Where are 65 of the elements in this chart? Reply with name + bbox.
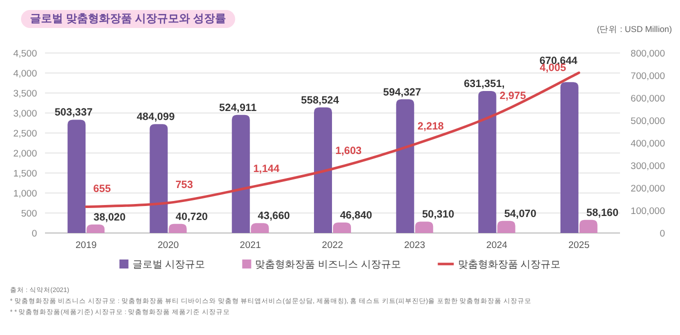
data-label: 58,160 — [586, 206, 619, 219]
data-label: 503,337 — [54, 106, 93, 119]
y2-tick-label: 400,000 — [630, 138, 665, 150]
bar — [232, 114, 250, 233]
y-tick-label: 3,000 — [13, 108, 37, 120]
x-tick-label: 2019 — [76, 240, 97, 251]
y2-tick-label: 200,000 — [630, 184, 665, 194]
data-label: 1,603 — [335, 144, 362, 157]
bar — [250, 223, 269, 233]
y-tick-label: 4,000 — [13, 68, 37, 80]
data-label: 2,218 — [418, 120, 444, 132]
legend-label: 맞춤형화장품 시장규모 — [458, 260, 561, 270]
data-label: 40,720 — [176, 210, 208, 223]
y-tick-label: 3,500 — [13, 88, 37, 100]
x-tick-label: 2022 — [322, 240, 344, 251]
data-label: 38,020 — [94, 211, 126, 224]
y-tick-label: 2,000 — [13, 148, 37, 160]
y2-tick-label: 600,000 — [630, 94, 665, 104]
data-label: 2,975 — [500, 90, 526, 102]
y-tick-label: 0 — [32, 228, 37, 240]
data-label: 484,099 — [136, 111, 175, 124]
bar — [333, 222, 351, 233]
bar — [314, 107, 332, 233]
x-tick-label: 2024 — [486, 240, 508, 251]
data-label: 594,327 — [383, 86, 422, 98]
y2-tick-label: 300,000 — [630, 161, 665, 172]
data-label: 46,840 — [340, 209, 372, 222]
y-tick-label: 500 — [21, 208, 37, 220]
data-label: 558,524 — [301, 94, 340, 106]
data-label: 631,351, — [464, 78, 505, 90]
y2-tick-label: 700,000 — [630, 71, 665, 82]
data-label: 524,911 — [219, 102, 257, 114]
data-label: 54,070 — [504, 208, 536, 220]
y-tick-label: 2,500 — [13, 128, 37, 140]
legend-label: 맞춤형화장품 비즈니스 시장규모 — [255, 260, 401, 270]
data-label: 43,660 — [258, 210, 290, 222]
x-tick-label: 2020 — [158, 240, 179, 251]
text: (단위 : USD Million) — [596, 24, 672, 34]
bar — [579, 220, 598, 233]
chart-title: 글로벌 맞춤형화장품 시장규모와 성장률 — [30, 13, 226, 25]
bar — [415, 222, 434, 233]
y-tick-label: 1,500 — [13, 168, 37, 180]
y-tick-label: 4,500 — [13, 48, 37, 60]
bar — [150, 124, 168, 233]
bar — [396, 99, 414, 233]
y2-tick-label: 100,000 — [630, 206, 665, 217]
y2-tick-label: 500,000 — [630, 116, 665, 127]
x-tick-label: 2021 — [240, 240, 261, 251]
bar — [560, 82, 578, 233]
bar — [86, 224, 105, 233]
data-label: 655 — [93, 182, 111, 195]
data-label: 670,644 — [539, 55, 578, 68]
data-label: 50,310 — [422, 208, 454, 221]
data-label: 1,144 — [253, 163, 280, 176]
data-label: 753 — [175, 178, 194, 191]
x-tick-label: 2025 — [568, 240, 590, 251]
legend-label: 글로벌 시장규모 — [132, 260, 206, 270]
bar — [478, 90, 496, 233]
y-tick-label: 1,000 — [13, 188, 37, 200]
bar — [168, 224, 187, 233]
bar — [497, 220, 516, 233]
y2-tick-label: 0 — [660, 228, 665, 240]
y2-tick-label: 800,000 — [630, 48, 665, 60]
x-tick-label: 2023 — [404, 240, 426, 251]
bar — [68, 120, 86, 233]
